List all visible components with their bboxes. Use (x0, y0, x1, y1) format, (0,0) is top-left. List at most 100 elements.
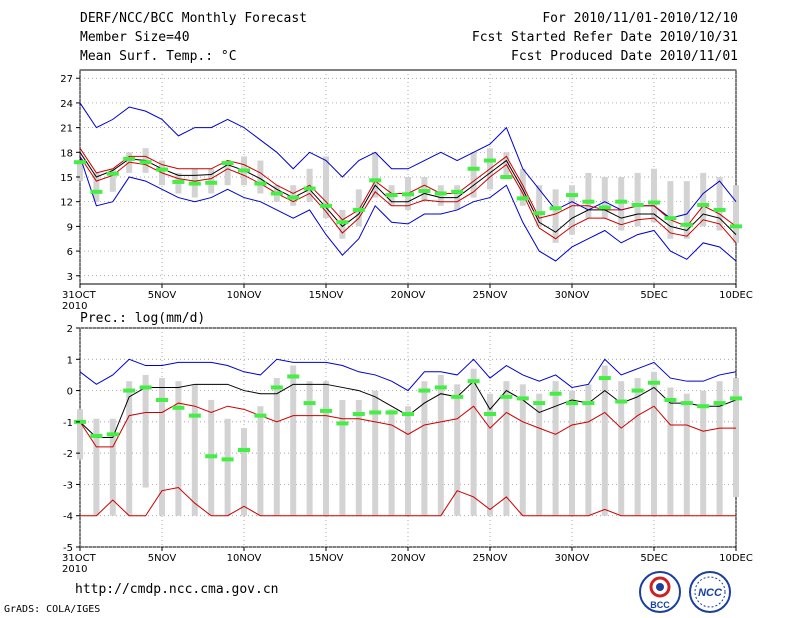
y-tick-label: 15 (60, 173, 73, 184)
median-marker (451, 394, 464, 399)
median-marker (467, 166, 480, 171)
median-marker (516, 396, 529, 401)
spread-box (323, 156, 329, 219)
spread-box (470, 368, 477, 516)
median-marker (516, 196, 529, 201)
spread-box (683, 393, 690, 516)
spread-box (257, 160, 264, 194)
median-marker (336, 220, 349, 225)
spread-box (536, 393, 543, 516)
spread-box (700, 390, 707, 516)
panel-temperature: 3 6 9 12 15 18 21 24 27 31OCT 5NOV 10NOV 15NOV 20NOV 2… (60, 69, 753, 312)
median-marker (385, 193, 398, 198)
median-marker (533, 211, 546, 216)
median-marker (106, 432, 119, 437)
median-marker (500, 175, 513, 179)
y-tick-label: -5 (63, 543, 73, 554)
ncc-logo-icon: NCC (689, 571, 731, 613)
median-marker (730, 224, 742, 229)
median-marker (664, 397, 677, 402)
spread-box (585, 172, 592, 219)
y-tick-label: 24 (60, 99, 73, 110)
y-tick-label: 6 (67, 247, 73, 258)
median-marker (336, 421, 349, 426)
median-marker (434, 191, 447, 196)
x-tick-label: 31OCT (62, 553, 97, 564)
spread-box (601, 177, 608, 219)
spread-box (667, 387, 674, 516)
median-marker (172, 179, 185, 184)
spread-box (388, 409, 395, 516)
fcst-started-date: Fcst Started Refer Date 2010/10/31 (471, 30, 738, 45)
median-marker (238, 448, 250, 453)
y-tick-label: 9 (67, 222, 73, 233)
median-marker (90, 433, 103, 438)
spread-box (159, 378, 165, 516)
median-marker (648, 380, 660, 385)
median-marker (123, 388, 136, 393)
y-tick-label: 27 (60, 74, 73, 85)
median-marker (615, 199, 628, 204)
median-marker (254, 413, 267, 418)
median-marker (598, 376, 611, 381)
spread-box (470, 152, 477, 198)
spread-box (552, 381, 559, 516)
spread-box (618, 177, 625, 231)
median-marker (369, 178, 382, 183)
median-marker (385, 410, 398, 415)
spread-box (601, 365, 608, 516)
median-marker (648, 200, 660, 205)
spread-box (339, 209, 346, 239)
median-marker (123, 156, 136, 161)
spread-box (421, 381, 428, 516)
median-marker (205, 454, 218, 459)
spread-box (437, 374, 444, 516)
spread-box (651, 168, 657, 223)
x-tick-label: 10DEC (719, 290, 753, 301)
spread-box (519, 168, 526, 206)
spread-box (175, 381, 182, 516)
median-marker (533, 401, 546, 406)
forecast-period: For 2010/11/01-2010/12/10 (542, 11, 738, 26)
median-marker (402, 412, 414, 417)
grads-credit: GrADS: COLA/IGES (4, 604, 101, 615)
spread-box (503, 381, 510, 516)
median-marker (139, 385, 152, 390)
spread-box (323, 381, 329, 516)
median-marker (697, 404, 710, 409)
x-tick-label: 30NOV (555, 553, 590, 564)
spread-box (519, 384, 526, 516)
spread-box (355, 189, 362, 227)
spread-box (109, 418, 116, 516)
spread-box (191, 384, 198, 516)
prec-panel-title: Prec.: log(mm/d) (80, 311, 206, 326)
fcst-produced-date: Fcst Produced Date 2010/11/01 (511, 49, 738, 64)
y-tick-label: 3 (67, 272, 73, 283)
median-marker (598, 205, 611, 210)
x-tick-label: 10NOV (227, 290, 262, 301)
spread-box (290, 185, 297, 206)
median-marker (697, 202, 710, 207)
spread-box (683, 181, 690, 239)
median-marker (287, 195, 300, 200)
median-marker (156, 167, 168, 172)
spread-box (257, 406, 264, 516)
median-marker (500, 394, 513, 399)
spread-box (437, 185, 444, 206)
spread-box (634, 172, 641, 227)
x-tick-label: 15NOV (309, 290, 344, 301)
spread-box (339, 399, 346, 516)
spread-box (700, 172, 707, 227)
ncc-logo-text: NCC (698, 587, 723, 599)
spread-box (585, 384, 592, 516)
median-marker (418, 188, 431, 193)
spread-box (372, 152, 379, 198)
median-marker (434, 385, 447, 390)
x-year-label: 2010 (62, 564, 87, 575)
median-marker (303, 186, 316, 191)
source-url[interactable]: http://cmdp.ncc.cma.gov.cn (75, 582, 279, 597)
median-marker (352, 412, 365, 417)
x-tick-label: 31OCT (62, 290, 97, 301)
spread-box (569, 185, 575, 235)
